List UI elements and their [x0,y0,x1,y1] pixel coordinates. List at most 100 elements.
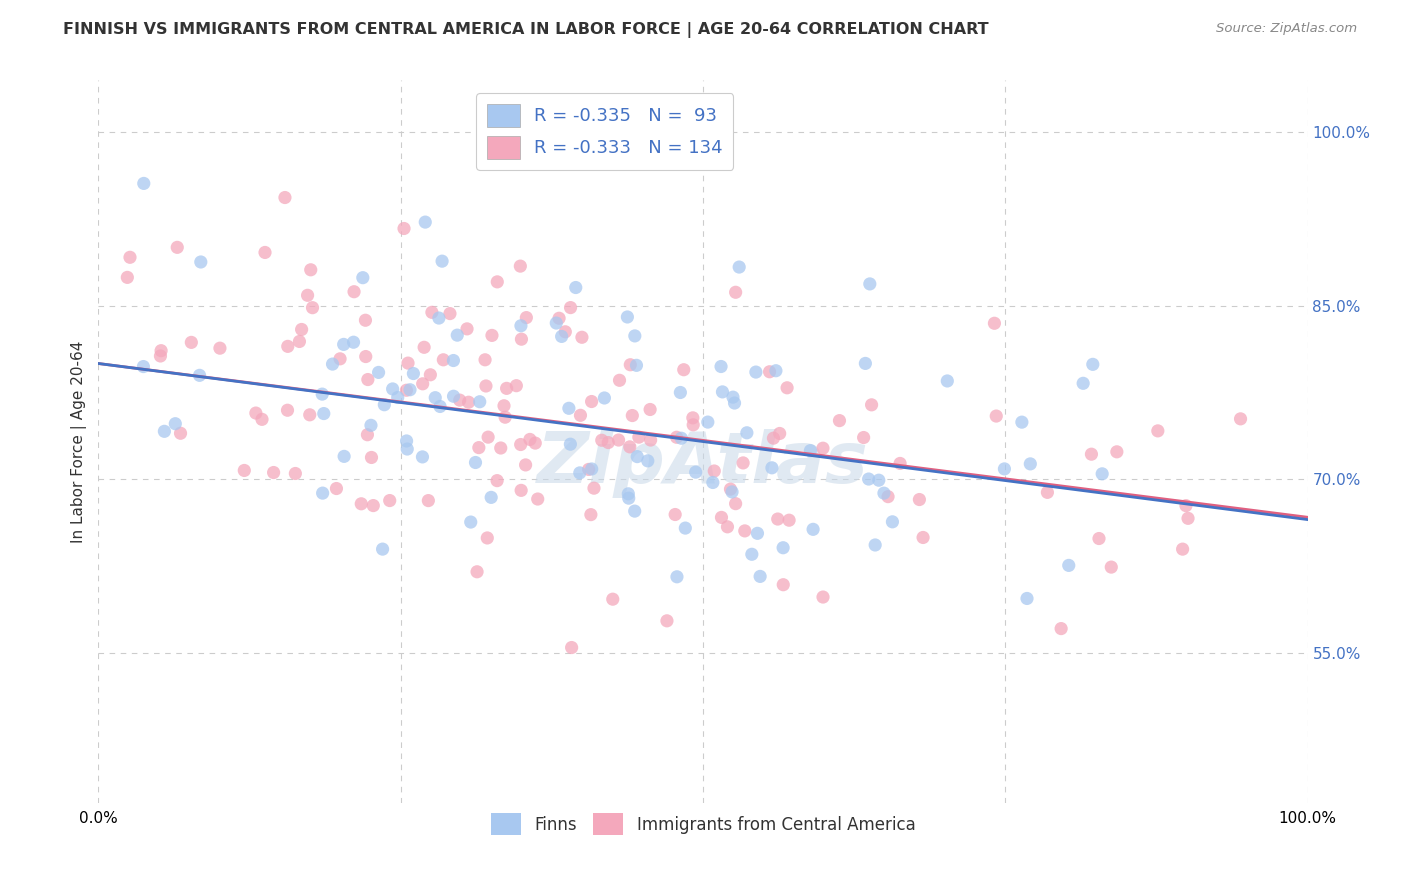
Point [1229,412,1251,426]
Point [402,367,425,381]
Point [515,310,537,325]
Point [593,391,616,405]
Point [778,513,800,527]
Point [387,391,409,405]
Point [456,322,478,336]
Point [288,334,311,349]
Point [1011,415,1033,429]
Point [166,240,188,254]
Point [312,407,335,421]
Point [582,481,605,495]
Point [519,433,541,447]
Point [396,442,419,456]
Point [381,382,404,396]
Point [505,378,527,392]
Point [868,473,890,487]
Y-axis label: In Labor Force | Age 20-64: In Labor Force | Age 20-64 [72,341,87,542]
Point [441,353,464,368]
Point [465,565,488,579]
Point [619,358,641,372]
Point [446,328,468,343]
Point [361,499,384,513]
Point [460,515,482,529]
Point [745,365,768,379]
Point [333,450,356,464]
Point [291,322,314,336]
Point [190,255,212,269]
Point [637,454,659,468]
Point [720,482,742,496]
Point [360,418,382,433]
Point [412,376,434,391]
Point [716,520,738,534]
Point [360,450,382,465]
Point [118,250,141,264]
Point [1036,485,1059,500]
Point [724,497,747,511]
Point [253,245,276,260]
Point [301,301,323,315]
Point [297,288,319,302]
Point [776,381,799,395]
Point [710,510,733,524]
Point [492,399,515,413]
Point [721,484,744,499]
Point [665,430,688,444]
Point [602,592,624,607]
Point [638,402,661,417]
Point [852,431,875,445]
Point [621,409,644,423]
Point [858,472,880,486]
Point [392,221,415,235]
Point [509,259,531,273]
Point [132,177,155,191]
Point [1146,424,1168,438]
Point [548,311,571,326]
Point [486,474,509,488]
Point [357,373,380,387]
Point [354,313,377,327]
Point [180,335,202,350]
Point [936,374,959,388]
Point [723,396,745,410]
Point [427,311,450,326]
Point [882,515,904,529]
Point [395,434,418,448]
Point [233,463,256,477]
Point [439,307,461,321]
Point [1099,560,1122,574]
Point [558,401,581,416]
Point [554,325,576,339]
Point [1071,376,1094,391]
Point [799,443,821,458]
Point [373,398,395,412]
Point [378,493,401,508]
Point [495,381,517,395]
Point [655,614,678,628]
Point [449,393,471,408]
Point [591,434,613,448]
Point [581,462,603,476]
Point [912,531,935,545]
Point [1050,622,1073,636]
Point [250,412,273,426]
Point [342,335,364,350]
Point [801,522,824,536]
Point [1015,591,1038,606]
Point [479,491,502,505]
Point [560,301,582,315]
Point [329,351,352,366]
Point [828,414,851,428]
Point [616,310,638,324]
Point [877,490,900,504]
Point [623,504,645,518]
Point [468,441,491,455]
Point [299,262,322,277]
Point [581,394,603,409]
Point [396,356,419,370]
Point [510,332,533,346]
Point [735,425,758,440]
Point [986,409,1008,423]
Point [354,350,377,364]
Point [420,305,443,319]
